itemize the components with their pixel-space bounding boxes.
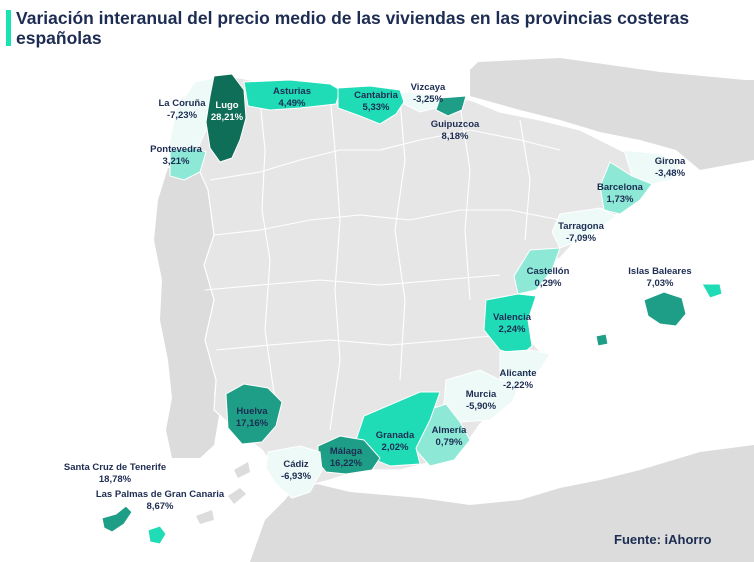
label-cantabria-name: Cantabria — [354, 90, 399, 101]
label-la-coruna-value: -7,23% — [167, 110, 198, 121]
island-ibiza[interactable] — [595, 333, 609, 347]
province-santa-cruz-de-tenerife[interactable] — [101, 505, 133, 533]
province-las-palmas[interactable] — [147, 525, 167, 545]
province-guipuzcoa[interactable] — [435, 95, 467, 117]
label-granada-name: Granada — [376, 430, 415, 441]
label-guipuzcoa-value: 8,18% — [442, 131, 469, 142]
label-lugo-value: 28,21% — [211, 112, 244, 123]
label-almeria-name: Almería — [432, 425, 468, 436]
label-murcia-name: Murcia — [466, 389, 497, 400]
label-asturias-value: 4,49% — [279, 98, 306, 109]
label-castellon-name: Castellón — [527, 266, 570, 277]
province-castellon[interactable] — [513, 247, 561, 295]
label-tarragona-name: Tarragona — [558, 221, 604, 232]
canary-islet-1 — [196, 510, 214, 524]
label-valencia-name: Valencia — [493, 312, 532, 323]
label-cadiz-value: -6,93% — [281, 471, 312, 482]
map-labels: La Coruña -7,23% Lugo 28,21% Asturias 4,… — [64, 82, 692, 512]
island-menorca[interactable] — [701, 283, 723, 299]
province-cadiz[interactable] — [265, 445, 323, 499]
label-alicante-name: Alicante — [500, 368, 537, 379]
province-islas-baleares[interactable] — [643, 291, 687, 327]
province-tarragona[interactable] — [551, 207, 617, 249]
label-granada-value: 2,02% — [382, 442, 409, 453]
interior-borders — [204, 94, 561, 431]
label-almeria-value: 0,79% — [436, 437, 463, 448]
label-pontevedra-name: Pontevedra — [150, 144, 202, 155]
province-valencia[interactable] — [483, 293, 537, 357]
label-las-palmas-name: Las Palmas de Gran Canaria — [96, 489, 225, 500]
province-huelva[interactable] — [225, 383, 283, 445]
label-la-coruna-name: La Coruña — [159, 98, 207, 109]
portugal-land — [154, 168, 220, 458]
label-malaga-value: 16,22% — [330, 458, 363, 469]
province-asturias[interactable] — [243, 79, 341, 111]
label-castellon-value: 0,29% — [535, 278, 562, 289]
label-islas-baleares-name: Islas Baleares — [628, 266, 691, 277]
canary-islet-3 — [234, 462, 250, 478]
label-pontevedra-value: 3,21% — [163, 156, 190, 167]
province-pontevedra[interactable] — [169, 147, 207, 181]
label-tarragona-value: -7,09% — [566, 233, 597, 244]
label-murcia-value: -5,90% — [466, 401, 497, 412]
label-guipuzcoa-name: Guipuzcoa — [431, 119, 480, 130]
label-valencia-value: 2,24% — [499, 324, 526, 335]
map-title: Variación interanual del precio medio de… — [16, 8, 690, 48]
province-barcelona[interactable] — [599, 161, 653, 215]
title-accent-bar — [6, 10, 11, 46]
label-vizcaya-value: -3,25% — [413, 94, 444, 105]
label-huelva-value: 17,16% — [236, 418, 269, 429]
label-malaga-name: Málaga — [330, 446, 363, 457]
province-vizcaya[interactable] — [401, 91, 441, 113]
label-vizcaya-name: Vizcaya — [411, 82, 446, 93]
label-asturias-name: Asturias — [273, 86, 311, 97]
label-cantabria-value: 5,33% — [363, 102, 390, 113]
label-islas-baleares-value: 7,03% — [647, 278, 674, 289]
label-lugo-name: Lugo — [215, 100, 238, 111]
label-santa-cruz-name: Santa Cruz de Tenerife — [64, 462, 166, 473]
france-land — [470, 58, 754, 170]
province-cantabria[interactable] — [337, 85, 405, 125]
label-las-palmas-value: 8,67% — [147, 501, 174, 512]
label-huelva-name: Huelva — [236, 406, 268, 417]
africa-land — [250, 445, 754, 562]
label-barcelona-value: 1,73% — [607, 194, 634, 205]
label-girona-name: Girona — [655, 156, 686, 167]
canary-islet-2 — [228, 488, 246, 504]
label-santa-cruz-value: 18,78% — [99, 474, 132, 485]
province-lugo[interactable] — [205, 73, 247, 163]
label-barcelona-name: Barcelona — [597, 182, 644, 193]
label-cadiz-name: Cádiz — [283, 459, 309, 470]
source-credit: Fuente: iAhorro — [614, 532, 712, 547]
label-alicante-value: -2,22% — [503, 380, 534, 391]
label-girona-value: -3,48% — [655, 168, 686, 179]
